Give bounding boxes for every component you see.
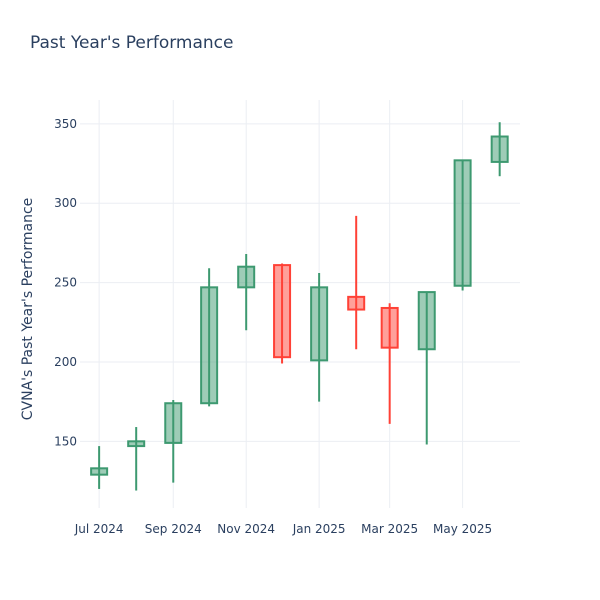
candle-body [127, 440, 146, 448]
candle-body [347, 295, 366, 311]
y-tick-label: 200 [54, 355, 77, 369]
candle-increasing [164, 400, 183, 483]
candle-increasing [310, 273, 329, 402]
x-tick-label: Jul 2024 [74, 522, 124, 536]
y-axis-ticks: 150 200 250 300 350 [54, 117, 77, 449]
y-tick-label: 150 [54, 434, 77, 448]
candle-body [90, 467, 109, 476]
candle-body [273, 264, 292, 359]
candle-increasing [90, 446, 109, 489]
candle-increasing [127, 427, 146, 491]
y-axis-title: CVNA's Past Year's Performance [20, 198, 36, 421]
y-tick-label: 300 [54, 196, 77, 210]
candle-decreasing [347, 215, 366, 350]
candle-increasing [200, 268, 219, 407]
x-tick-label: Nov 2024 [217, 522, 275, 536]
candle-increasing [417, 291, 436, 445]
x-tick-label: Mar 2025 [361, 522, 418, 536]
x-tick-label: May 2025 [433, 522, 492, 536]
chart-title: Past Year's Performance [30, 33, 234, 53]
candle-body [237, 265, 256, 289]
candle-increasing [453, 159, 472, 291]
x-axis-ticks: Jul 2024 Sep 2024 Nov 2024 Jan 2025 Mar 2025… [74, 522, 492, 536]
y-tick-label: 250 [54, 276, 77, 290]
candle-decreasing [273, 263, 292, 364]
candle-body [200, 286, 219, 405]
candle-decreasing [380, 303, 399, 424]
candle-increasing [490, 122, 509, 177]
x-tick-label: Jan 2025 [292, 522, 346, 536]
candle-increasing [237, 253, 256, 331]
candle-body [380, 306, 399, 349]
candle-body [310, 286, 329, 362]
x-tick-label: Sep 2024 [145, 522, 202, 536]
candle-body [164, 402, 183, 444]
candle-body [417, 291, 436, 351]
candle-body [453, 159, 472, 287]
y-tick-label: 350 [54, 117, 77, 131]
candle-body [490, 135, 509, 163]
candle-layer [90, 122, 509, 491]
